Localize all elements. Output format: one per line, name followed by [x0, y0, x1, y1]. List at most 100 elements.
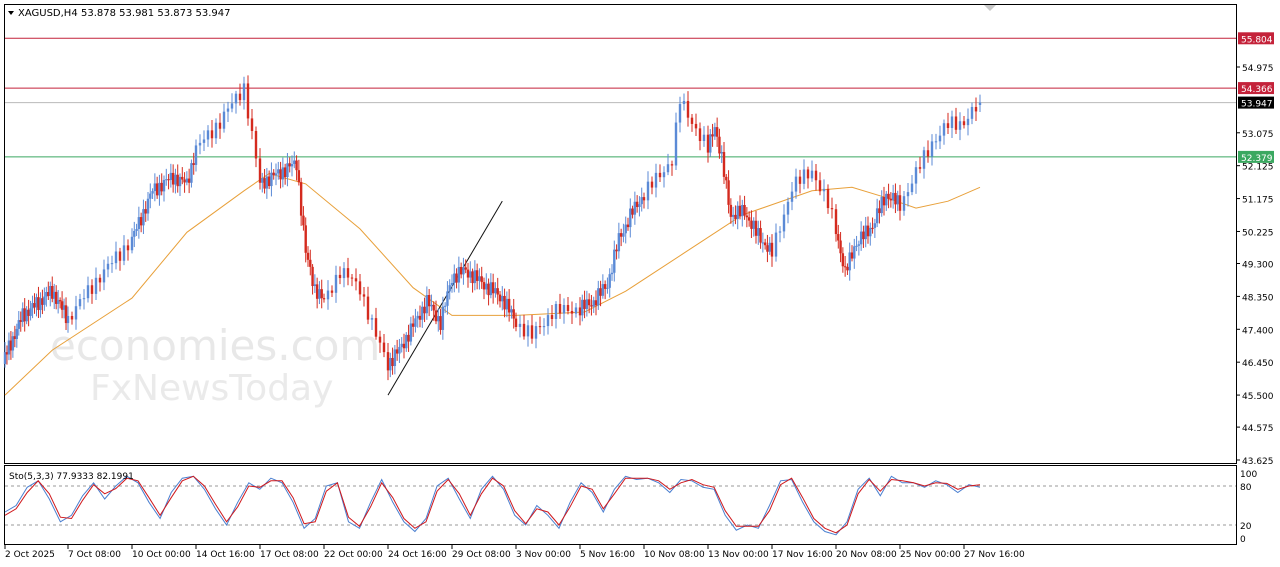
candle-body — [202, 139, 206, 143]
candle-body — [629, 208, 632, 228]
candle-body — [946, 123, 950, 128]
candle-body — [859, 231, 863, 245]
candle-body — [855, 245, 858, 247]
candle-body — [70, 315, 74, 320]
candle-body — [149, 193, 152, 199]
candle-body — [33, 303, 36, 308]
candle-body — [82, 298, 86, 300]
candle-body — [142, 209, 145, 226]
time-tick-label: 10 Nov 08:00 — [644, 550, 705, 560]
candle-body — [439, 316, 442, 330]
price-tick-label: 46.450 — [1242, 359, 1274, 369]
candle-body — [427, 295, 431, 307]
candle-body — [581, 299, 584, 316]
candle-body — [389, 357, 392, 371]
ohlc-readout: 53.878 53.981 53.873 53.947 — [81, 8, 231, 19]
candle-body — [102, 269, 106, 283]
candle-body — [409, 323, 413, 342]
candle-body — [487, 283, 490, 296]
watermark-economies: economies.com — [50, 321, 380, 370]
price-tick-label: 51.175 — [1242, 196, 1274, 206]
candle-body — [25, 309, 28, 322]
candle-body — [491, 282, 495, 294]
candle-body — [155, 183, 159, 196]
candle-body — [242, 83, 246, 101]
candle-body — [619, 233, 623, 237]
candle-body — [318, 289, 321, 299]
candle-body — [782, 214, 786, 232]
candle-body — [425, 295, 429, 314]
stochastic-pane — [4, 465, 1237, 545]
candle-body — [633, 201, 637, 215]
stochastic-main-line — [4, 475, 981, 536]
candle-body — [416, 315, 419, 319]
candle-body — [414, 318, 417, 327]
candle-body — [39, 298, 42, 311]
candle-body — [754, 220, 758, 236]
candle-body — [226, 108, 230, 112]
candle-body — [694, 123, 698, 129]
candle-body — [841, 253, 845, 267]
candle-body — [330, 290, 334, 293]
candle-body — [482, 282, 486, 290]
candle-body — [810, 170, 814, 179]
candle-body — [635, 201, 639, 208]
candle-body — [962, 121, 966, 126]
time-tick-label: 17 Nov 16:00 — [772, 550, 833, 560]
price-tick-label: 48.350 — [1242, 293, 1274, 303]
candle-body — [873, 223, 877, 228]
candle-body — [930, 141, 934, 157]
candle-body — [133, 230, 136, 237]
candle-body — [806, 169, 810, 179]
candle-body — [206, 130, 210, 140]
candle-body — [54, 291, 58, 304]
candle-body — [114, 251, 118, 264]
candle-body — [214, 122, 218, 139]
candle-body — [752, 220, 755, 229]
candle-body — [871, 227, 874, 229]
candle-body — [736, 205, 739, 219]
candle-body — [485, 283, 488, 290]
candle-body — [5, 352, 9, 355]
candle-body — [453, 273, 456, 283]
candle-body — [169, 172, 173, 181]
time-tick-label: 17 Oct 08:00 — [260, 550, 319, 560]
candle-body — [37, 297, 40, 311]
support-price-label: 52.379 — [1241, 154, 1273, 164]
candle-body — [270, 172, 273, 187]
candle-body — [281, 167, 285, 180]
time-axis: 2 Oct 2025 7 Oct 08:00 10 Oct 00:00 14 Oct … — [4, 545, 1025, 560]
candle-body — [187, 178, 191, 183]
candle-body — [346, 268, 350, 278]
candle-body — [640, 197, 643, 205]
candle-body — [320, 289, 323, 299]
candle-body — [110, 263, 114, 265]
candle-body — [518, 323, 522, 328]
candle-body — [302, 215, 305, 226]
candle-body — [496, 288, 499, 295]
candle-body — [326, 290, 330, 300]
candle-body — [222, 111, 226, 129]
candle-body — [759, 228, 762, 243]
candle-body — [279, 169, 282, 180]
candle-body — [587, 299, 591, 306]
candle-body — [530, 325, 534, 339]
candle-body — [950, 116, 954, 128]
triangle-down-icon[interactable] — [8, 11, 14, 15]
candle-body — [599, 288, 602, 296]
current-price-label: 53.947 — [1241, 100, 1273, 110]
candle-body — [250, 118, 254, 131]
time-tick-label: 24 Oct 16:00 — [388, 550, 447, 560]
resistance-price-label: 55.804 — [1241, 35, 1273, 45]
candle-body — [857, 244, 861, 246]
candle-body — [162, 179, 166, 192]
candle-body — [437, 316, 440, 322]
price-tick-label: 53.075 — [1242, 130, 1274, 140]
candle-body — [601, 284, 605, 296]
candle-body — [954, 116, 958, 130]
candle-body — [738, 205, 742, 217]
candle-body — [718, 136, 721, 154]
time-tick-label: 25 Nov 00:00 — [900, 550, 961, 560]
price-tick-label: 45.500 — [1242, 392, 1274, 402]
price-tick-label: 44.575 — [1242, 424, 1274, 434]
